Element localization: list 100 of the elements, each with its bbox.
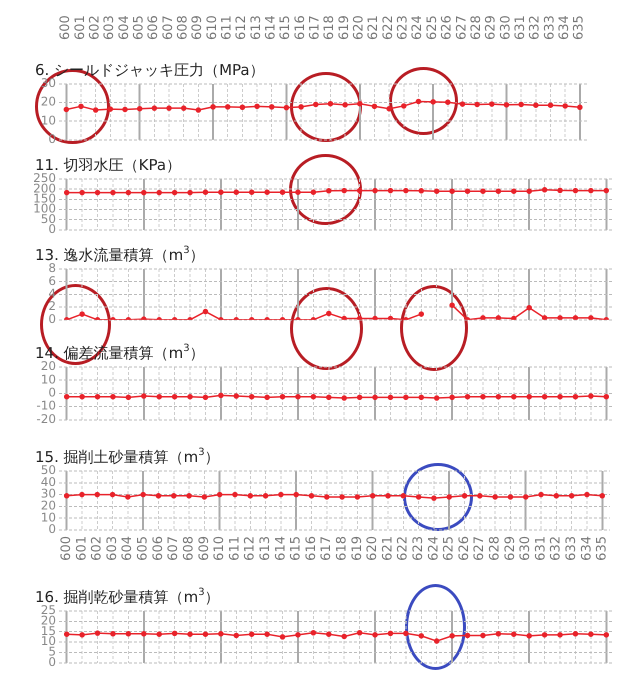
- x-tick-label: 615: [278, 15, 294, 40]
- x-tick-label: 622: [396, 536, 411, 561]
- x-tick-label: 608: [181, 536, 196, 561]
- x-tick-label: 624: [410, 15, 426, 40]
- point: [572, 631, 578, 637]
- point: [326, 631, 332, 637]
- point: [388, 630, 394, 636]
- y-tick-label: 0: [48, 386, 56, 400]
- x-tick-label: 609: [196, 536, 212, 561]
- x-tick-label: 623: [396, 15, 411, 40]
- x-tick-label: 630: [518, 536, 534, 561]
- x-tick-label: 603: [102, 15, 118, 40]
- point: [141, 631, 147, 637]
- y-tick-label: 0: [48, 654, 56, 669]
- point: [126, 631, 132, 637]
- y-tick-label: -20: [36, 412, 56, 426]
- y-tick-label: 2: [48, 299, 56, 314]
- point: [254, 104, 260, 110]
- x-tick-label: 615: [288, 536, 304, 561]
- y-tick-label: 20: [40, 498, 56, 513]
- y-tick-label: 20: [40, 359, 56, 374]
- point: [108, 106, 114, 112]
- x-tick-label: 601: [74, 536, 90, 561]
- point: [264, 631, 270, 637]
- point: [386, 106, 392, 112]
- point: [234, 632, 240, 638]
- x-tick-label: 614: [273, 536, 288, 561]
- point: [533, 102, 539, 108]
- point: [298, 104, 304, 110]
- x-tick-label: 605: [136, 536, 151, 561]
- y-tick-label: 0: [48, 222, 56, 236]
- point: [280, 634, 286, 640]
- x-tick-label: 630: [498, 15, 514, 40]
- point: [156, 631, 162, 637]
- x-tick-label: 622: [380, 15, 396, 40]
- point: [187, 631, 193, 637]
- point: [489, 101, 495, 107]
- point: [434, 638, 440, 644]
- x-tick-label: 620: [352, 15, 367, 40]
- point: [64, 631, 70, 637]
- point: [449, 633, 455, 639]
- x-tick-label: 619: [336, 15, 352, 40]
- point: [172, 630, 178, 636]
- x-tick-label: 625: [442, 536, 457, 561]
- x-tick-label: 606: [150, 536, 166, 561]
- point: [313, 102, 319, 108]
- point: [341, 634, 347, 640]
- x-tick-label: 618: [334, 536, 350, 561]
- point: [78, 104, 84, 110]
- y-tick-label: 10: [40, 113, 56, 128]
- x-tick-label: 616: [304, 536, 319, 561]
- point: [401, 103, 407, 109]
- x-tick-label: 607: [160, 15, 176, 40]
- point: [94, 630, 100, 636]
- point: [518, 102, 524, 108]
- point: [445, 99, 451, 105]
- chart-title: 11. 切羽水圧（KPa）: [35, 156, 182, 174]
- x-tick-label: 624: [426, 536, 442, 561]
- x-tick-label: 621: [366, 15, 382, 40]
- point: [180, 105, 186, 111]
- point: [342, 102, 348, 108]
- x-tick-label: 602: [87, 15, 102, 40]
- point: [210, 104, 216, 110]
- point: [196, 107, 202, 113]
- point: [416, 98, 422, 104]
- x-tick-label: 627: [472, 536, 488, 561]
- point: [464, 632, 470, 638]
- x-tick-label: 618: [322, 15, 338, 40]
- x-tick-label: 612: [234, 15, 250, 40]
- x-tick-label: 632: [528, 15, 543, 40]
- y-tick-label: 0: [48, 522, 56, 536]
- x-tick-label: 600: [58, 15, 74, 40]
- point: [64, 106, 70, 112]
- y-tick-label: 20: [40, 613, 56, 628]
- x-tick-label: 607: [166, 536, 182, 561]
- y-tick-label: 40: [40, 474, 56, 489]
- y-tick-label: 0: [48, 312, 56, 326]
- point: [496, 631, 502, 637]
- x-tick-label: 611: [220, 15, 235, 40]
- point: [418, 633, 424, 639]
- x-tick-label: 609: [190, 15, 206, 40]
- x-tick-label: 634: [579, 536, 594, 561]
- x-tick-label: 629: [484, 15, 499, 40]
- x-tick-label: 612: [242, 536, 258, 561]
- point: [430, 99, 436, 105]
- x-tick-label: 614: [264, 15, 279, 40]
- point: [403, 630, 409, 636]
- x-tick-label: 604: [116, 15, 132, 40]
- y-tick-label: 20: [40, 94, 56, 109]
- x-tick-label: 619: [350, 536, 365, 561]
- y-tick-label: 8: [48, 261, 56, 276]
- x-tick-label: 608: [175, 15, 190, 40]
- x-tick-label: 621: [380, 536, 396, 561]
- x-tick-label: 631: [533, 536, 548, 561]
- point: [328, 100, 334, 106]
- point: [284, 104, 290, 110]
- point: [372, 632, 378, 638]
- x-tick-label: 604: [120, 536, 136, 561]
- point: [604, 632, 610, 638]
- point: [110, 631, 116, 637]
